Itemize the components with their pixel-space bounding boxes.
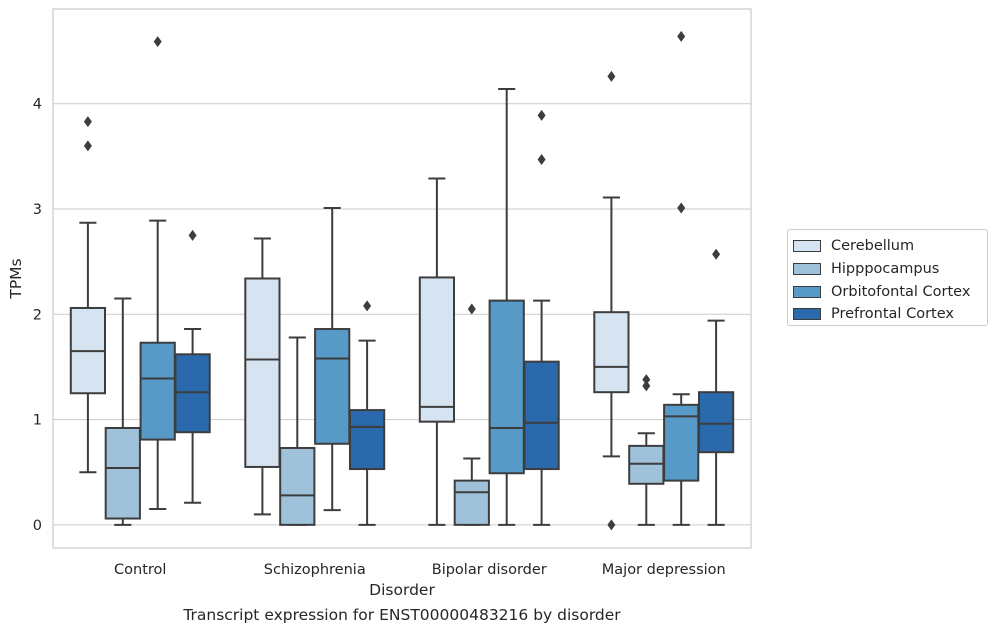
legend-label: Orbitofontal Cortex: [831, 283, 971, 300]
box: [104, 426, 141, 520]
legend-item: Orbitofontal Cortex: [792, 280, 987, 303]
legend-swatch: [793, 263, 821, 276]
legend-label: Hipppocampus: [831, 261, 940, 278]
outlier-point: [153, 36, 162, 48]
box: [418, 276, 456, 423]
outlier-point: [712, 248, 721, 260]
y-tick-label: 2: [33, 307, 42, 323]
legend-label: Cerebellum: [831, 238, 915, 255]
outlier-point: [537, 109, 546, 121]
y-axis-label: TPMs: [7, 258, 25, 299]
legend-swatch: [793, 308, 821, 321]
x-tick-label: Bipolar disorder: [432, 562, 547, 578]
outlier-point: [188, 229, 197, 241]
y-tick-label: 4: [33, 97, 42, 113]
legend-item: Prefrontal Cortex: [792, 303, 987, 326]
box: [453, 479, 490, 526]
y-tick-label: 1: [33, 413, 42, 429]
x-tick-label: Control: [114, 562, 166, 578]
box: [279, 446, 316, 526]
outlier-point: [607, 519, 616, 531]
outlier-point: [467, 303, 476, 315]
box: [593, 311, 630, 394]
plot-frame: [52, 8, 752, 549]
outlier-point: [363, 300, 372, 312]
outlier-point: [677, 202, 686, 214]
legend-swatch: [793, 240, 821, 253]
outlier-point: [642, 374, 651, 386]
box: [244, 277, 281, 468]
x-tick-label: Major depression: [602, 562, 726, 578]
y-tick-label: 3: [33, 202, 42, 218]
box: [348, 409, 386, 471]
legend-item: Hipppocampus: [792, 258, 987, 281]
outlier-point: [677, 30, 686, 42]
legend-swatch: [793, 285, 821, 298]
box: [628, 444, 665, 485]
outlier-point: [537, 154, 546, 166]
x-axis-label: Disorder: [369, 581, 435, 599]
legend-label: Prefrontal Cortex: [831, 306, 954, 323]
outlier-point: [607, 70, 616, 82]
x-tick-label: Schizophrenia: [264, 562, 366, 578]
legend: Cerebellum Hipppocampus Orbitofontal Cor…: [787, 229, 988, 326]
box: [488, 299, 525, 475]
box: [139, 341, 176, 441]
box: [523, 360, 560, 471]
y-tick-label: 0: [33, 518, 42, 534]
box: [314, 328, 351, 445]
box: [697, 391, 735, 454]
legend-item: Cerebellum: [792, 235, 987, 258]
outlier-point: [642, 380, 651, 392]
outlier-point: [83, 140, 92, 152]
box: [174, 353, 211, 434]
outlier-point: [83, 116, 92, 128]
figure-caption: Transcript expression for ENST0000048321…: [183, 606, 621, 624]
